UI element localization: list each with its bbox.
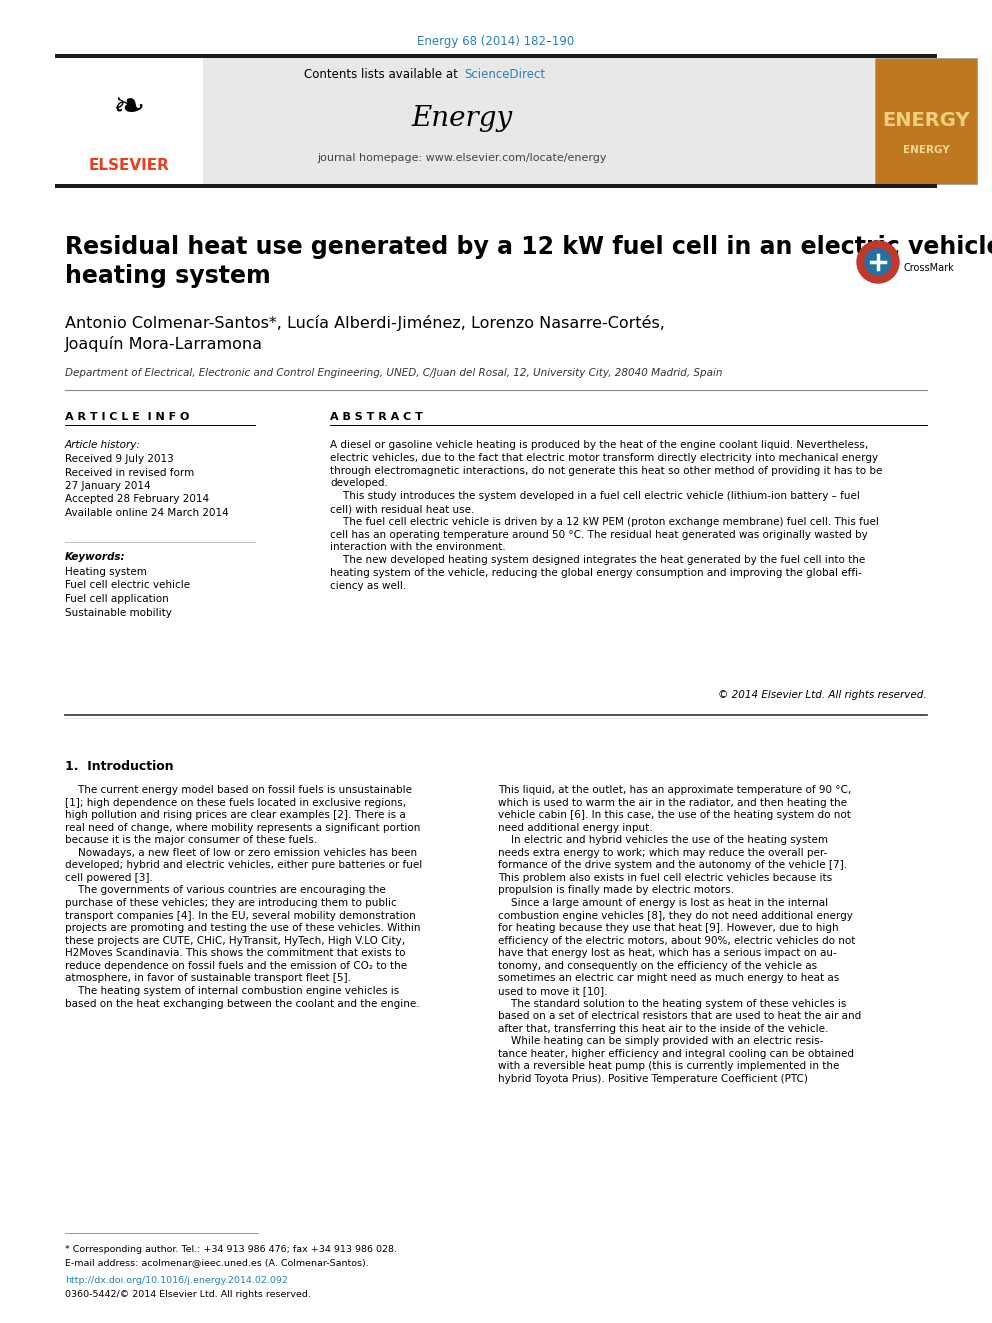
Text: A diesel or gasoline vehicle heating is produced by the heat of the engine coola: A diesel or gasoline vehicle heating is … (330, 441, 882, 591)
Text: Heating system: Heating system (65, 568, 147, 577)
Text: Accepted 28 February 2014: Accepted 28 February 2014 (65, 495, 209, 504)
Text: Received in revised form: Received in revised form (65, 467, 194, 478)
Text: Received 9 July 2013: Received 9 July 2013 (65, 454, 174, 464)
Text: Article history:: Article history: (65, 441, 141, 450)
Text: 27 January 2014: 27 January 2014 (65, 482, 151, 491)
Text: CrossMark: CrossMark (903, 263, 953, 273)
Text: A R T I C L E  I N F O: A R T I C L E I N F O (65, 411, 189, 422)
Text: ScienceDirect: ScienceDirect (464, 69, 546, 82)
Text: ❧: ❧ (113, 89, 145, 127)
Text: Antonio Colmenar-Santos*, Lucía Alberdi-Jiménez, Lorenzo Nasarre-Cortés,
Joaquín: Antonio Colmenar-Santos*, Lucía Alberdi-… (65, 315, 665, 352)
Text: ENERGY: ENERGY (882, 111, 970, 130)
Circle shape (865, 249, 891, 275)
Text: Keywords:: Keywords: (65, 552, 126, 562)
Text: 1.  Introduction: 1. Introduction (65, 759, 174, 773)
Circle shape (857, 241, 899, 283)
Bar (55, 58, 875, 185)
Text: Residual heat use generated by a 12 kW fuel cell in an electric vehicle
heating : Residual heat use generated by a 12 kW f… (65, 235, 992, 287)
Text: journal homepage: www.elsevier.com/locate/energy: journal homepage: www.elsevier.com/locat… (317, 153, 607, 163)
Text: Available online 24 March 2014: Available online 24 March 2014 (65, 508, 229, 519)
Bar (55, 58, 203, 185)
Bar (875, 58, 977, 184)
Text: Contents lists available at: Contents lists available at (305, 69, 462, 82)
Text: ELSEVIER: ELSEVIER (88, 157, 170, 172)
Text: This liquid, at the outlet, has an approximate temperature of 90 °C,
which is us: This liquid, at the outlet, has an appro… (498, 785, 861, 1084)
Text: Fuel cell application: Fuel cell application (65, 594, 169, 605)
Text: E-mail address: acolmenar@ieec.uned.es (A. Colmenar-Santos).: E-mail address: acolmenar@ieec.uned.es (… (65, 1258, 369, 1267)
Text: 0360-5442/© 2014 Elsevier Ltd. All rights reserved.: 0360-5442/© 2014 Elsevier Ltd. All right… (65, 1290, 310, 1299)
Text: A B S T R A C T: A B S T R A C T (330, 411, 423, 422)
Text: The current energy model based on fossil fuels is unsustainable
[1]; high depend: The current energy model based on fossil… (65, 785, 423, 1008)
Text: Energy 68 (2014) 182–190: Energy 68 (2014) 182–190 (418, 36, 574, 49)
Text: © 2014 Elsevier Ltd. All rights reserved.: © 2014 Elsevier Ltd. All rights reserved… (718, 691, 927, 700)
Text: http://dx.doi.org/10.1016/j.energy.2014.02.092: http://dx.doi.org/10.1016/j.energy.2014.… (65, 1275, 288, 1285)
Text: ENERGY: ENERGY (903, 146, 949, 155)
Text: Fuel cell electric vehicle: Fuel cell electric vehicle (65, 581, 190, 590)
Text: Department of Electrical, Electronic and Control Engineering, UNED, C/Juan del R: Department of Electrical, Electronic and… (65, 368, 722, 378)
Text: Energy: Energy (412, 105, 513, 131)
Text: Sustainable mobility: Sustainable mobility (65, 607, 172, 618)
Text: * Corresponding author. Tel.: +34 913 986 476; fax +34 913 986 028.: * Corresponding author. Tel.: +34 913 98… (65, 1245, 397, 1254)
Bar (55, 184, 937, 188)
Bar (55, 54, 937, 58)
